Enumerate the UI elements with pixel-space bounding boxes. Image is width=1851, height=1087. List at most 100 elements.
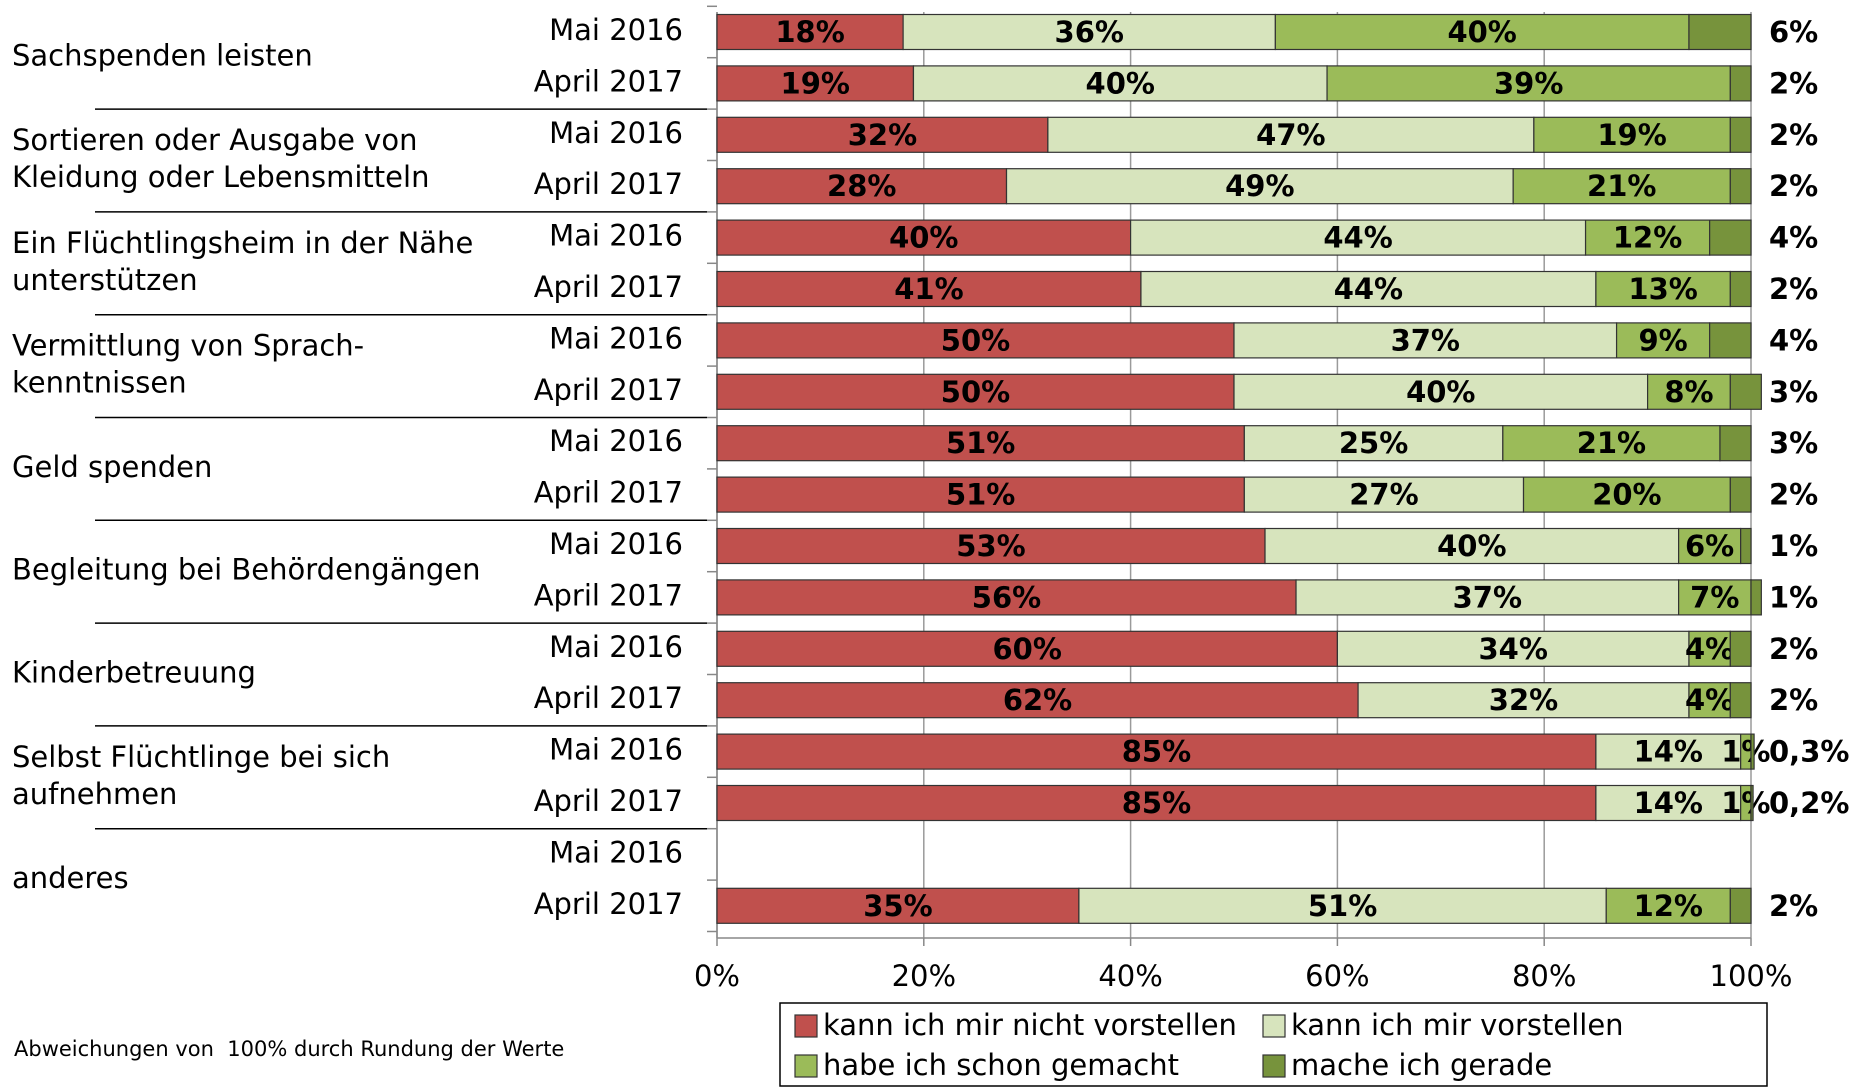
value-label: 1% [1721, 735, 1770, 769]
value-label: 12% [1634, 889, 1703, 923]
x-tick-label: 100% [1710, 959, 1793, 993]
bar-segment [1502, 425, 1721, 462]
category-label: April 2017 [534, 784, 683, 818]
bar-segment [1005, 168, 1514, 205]
category-label: April 2017 [534, 64, 683, 98]
footnote: Abweichungen von 100% durch Rundung der … [14, 1037, 564, 1061]
legend: kann ich mir nicht vorstellen kann ich mi… [779, 1002, 1768, 1087]
bar-segment [716, 630, 1339, 667]
value-label: 13% [1628, 272, 1697, 306]
value-label: 60% [992, 632, 1061, 666]
bar-segment [1233, 373, 1649, 410]
value-label: 28% [827, 169, 896, 203]
bar-segment [1729, 682, 1752, 719]
bar-segment [1719, 425, 1752, 462]
group-label: Kleidung oder Lebensmitteln [12, 160, 429, 194]
bar-segment [1729, 116, 1752, 153]
category-label: Mai 2016 [549, 733, 683, 767]
bar-segment [1595, 270, 1731, 308]
category-label: April 2017 [534, 887, 683, 921]
bar-segment [1729, 373, 1762, 410]
value-label: 40% [1086, 66, 1155, 100]
value-label: 20% [1592, 478, 1661, 512]
value-label: 47% [1256, 118, 1325, 152]
category-label: April 2017 [534, 578, 683, 612]
value-label: 7% [1690, 580, 1739, 614]
bar-segment [716, 13, 904, 51]
bar-segment [1274, 13, 1690, 51]
bar-segment [1533, 116, 1731, 153]
bar-segment [1729, 630, 1752, 667]
group-label: kenntnissen [12, 366, 187, 400]
category-label: April 2017 [534, 270, 683, 304]
bar-segment [1522, 476, 1731, 513]
bar-segment [1688, 13, 1752, 51]
value-label: 21% [1577, 426, 1646, 460]
bar-segment [1078, 887, 1607, 924]
value-label: 19% [781, 66, 850, 100]
value-label: 40% [1447, 15, 1516, 49]
value-label: 6% [1769, 15, 1818, 49]
x-tick-label: 0% [694, 959, 740, 993]
x-tick-label: 80% [1512, 959, 1576, 993]
value-label: 0,3% [1769, 735, 1849, 769]
legend-swatch [794, 1014, 818, 1038]
legend-label: kann ich mir nicht vorstellen [823, 1008, 1237, 1042]
value-label: 49% [1225, 169, 1294, 203]
group-label: Begleitung bei Behördengängen [12, 553, 480, 587]
bar-segment [1688, 630, 1731, 667]
bar-segment [716, 219, 1132, 256]
bar-segment [1678, 579, 1752, 616]
bar-segment [1729, 476, 1752, 513]
value-label: 6% [1685, 529, 1734, 563]
value-label: 44% [1323, 221, 1392, 255]
value-label: 41% [894, 272, 963, 306]
value-label: 40% [1437, 529, 1506, 563]
value-label: 9% [1638, 323, 1687, 357]
group-label: Vermittlung von Sprach- [12, 329, 364, 363]
group-label: Sachspenden leisten [12, 39, 313, 73]
x-tick-label: 20% [892, 959, 956, 993]
value-label: 32% [1489, 683, 1558, 717]
value-label: 51% [946, 478, 1015, 512]
group-label: Selbst Flüchtlinge bei sich [12, 740, 390, 774]
category-label: Mai 2016 [549, 835, 683, 869]
value-label: 85% [1122, 786, 1191, 820]
bar-segment [716, 784, 1597, 822]
bar-segment [1512, 168, 1731, 205]
bar-segment [1129, 219, 1587, 256]
category-label: Mai 2016 [549, 321, 683, 355]
value-label: 51% [946, 426, 1015, 460]
group-label: Kinderbetreuung [12, 656, 256, 690]
bar-segment [1295, 579, 1680, 616]
bar-segment [1750, 579, 1762, 616]
group-label: unterstützen [12, 263, 198, 297]
value-label: 2% [1769, 889, 1818, 923]
bar-segment [716, 116, 1049, 153]
category-label: Mai 2016 [549, 527, 683, 561]
bar-segment [716, 887, 1080, 924]
value-label: 19% [1597, 118, 1666, 152]
category-label: Mai 2016 [549, 630, 683, 664]
legend-swatch [1262, 1014, 1286, 1038]
bar-segment [1729, 270, 1752, 308]
value-label: 2% [1769, 169, 1818, 203]
value-label: 25% [1339, 426, 1408, 460]
value-label: 40% [889, 221, 958, 255]
value-label: 18% [775, 15, 844, 49]
group-label: anderes [12, 861, 129, 895]
value-label: 32% [848, 118, 917, 152]
x-tick-label: 40% [1098, 959, 1162, 993]
bar-segment [1729, 168, 1752, 205]
value-label: 27% [1349, 478, 1418, 512]
value-label: 50% [941, 323, 1010, 357]
value-label: 50% [941, 375, 1010, 409]
bar-segment [716, 373, 1235, 410]
value-label: 2% [1769, 478, 1818, 512]
bar-segment [1729, 887, 1752, 924]
category-label: Mai 2016 [549, 116, 683, 150]
bar-segment [1243, 425, 1504, 462]
category-label: April 2017 [534, 373, 683, 407]
value-label: 1% [1769, 580, 1818, 614]
